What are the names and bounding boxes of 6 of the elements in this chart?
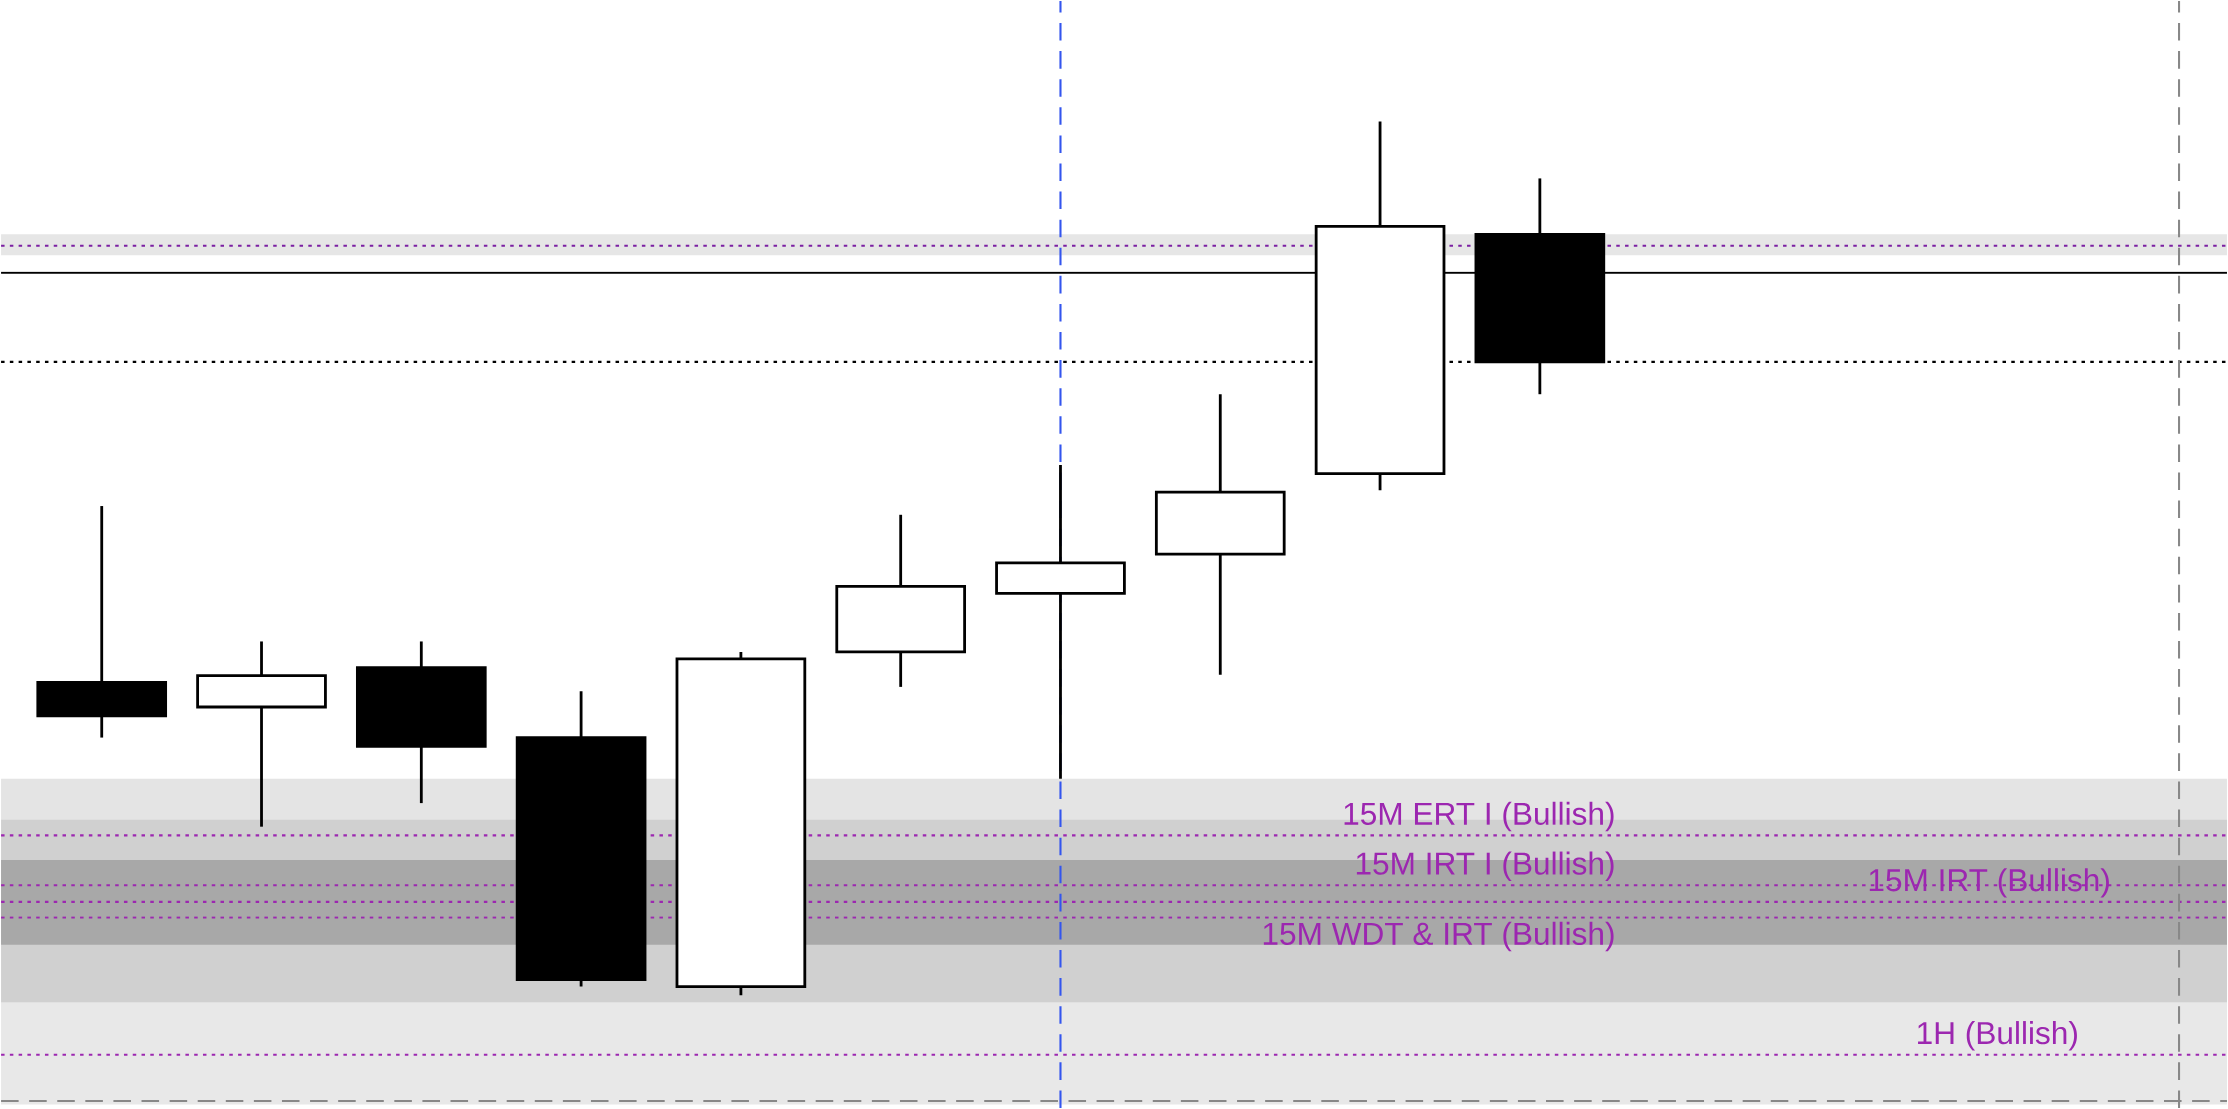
ref-line-label: 15M IRT (Bullish) bbox=[1869, 868, 2109, 898]
ref-line-label: 15M WDT & IRT (Bullish) bbox=[1263, 921, 1614, 952]
ref-line-label: 15M IRT I (Bullish) bbox=[1356, 851, 1614, 881]
ref-line-label: 1H (Bullish) bbox=[1918, 1021, 2077, 1051]
ref-line-label: 15M ERT I (Bullish) bbox=[1344, 801, 1614, 832]
candlestick bbox=[995, 463, 1126, 781]
